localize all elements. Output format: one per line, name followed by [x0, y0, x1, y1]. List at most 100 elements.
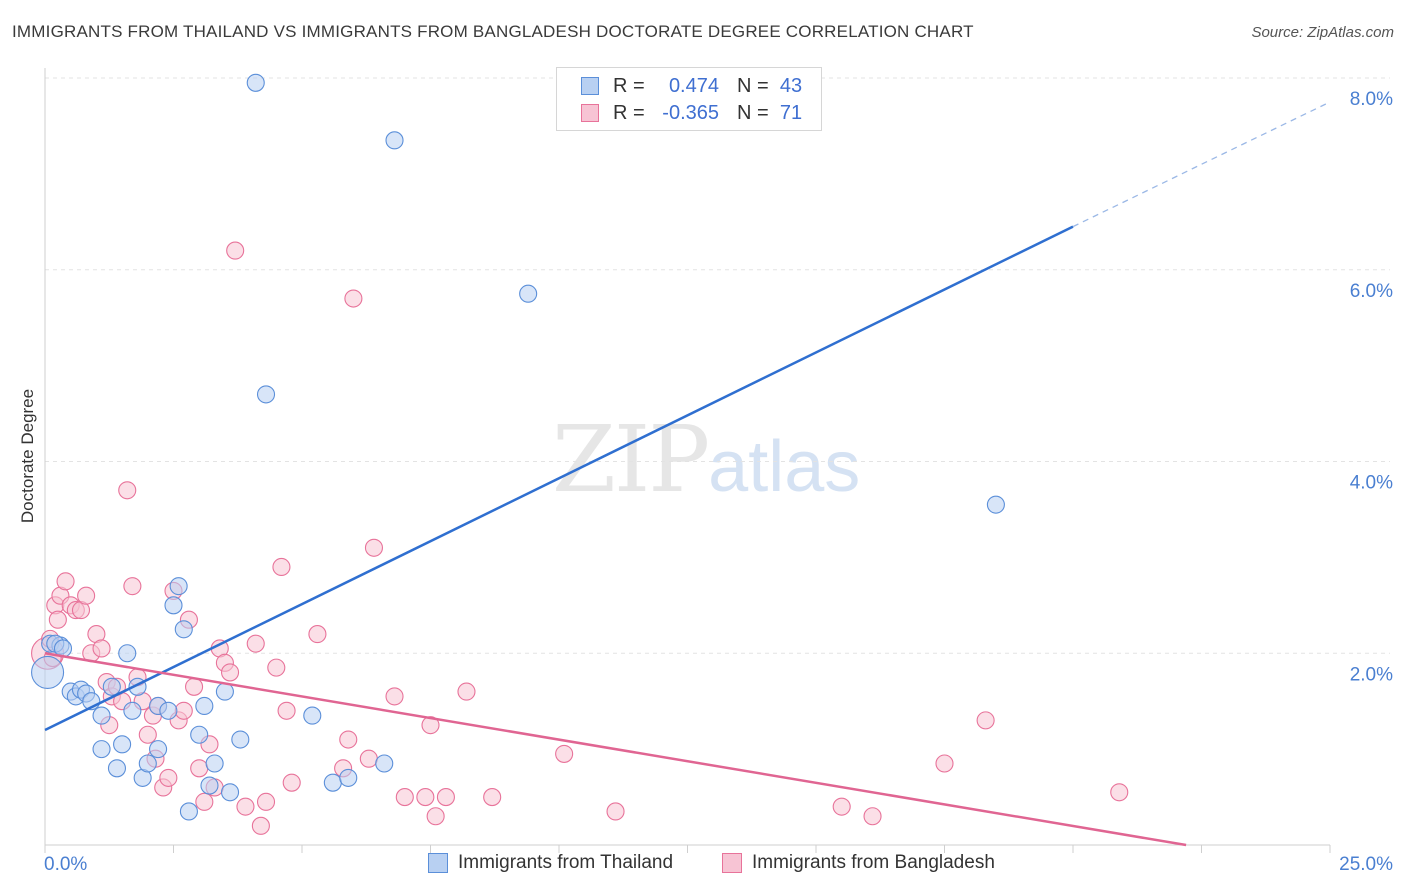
thailand-points [31, 73, 1005, 821]
bangladesh-point-40 [251, 816, 270, 835]
thailand-point-11 [113, 735, 132, 754]
thailand-legend-label: Immigrants from Thailand [458, 852, 674, 873]
thailand-point-18 [149, 740, 168, 759]
bangladesh-point-62 [863, 807, 882, 826]
thailand-point-39 [986, 495, 1005, 514]
bangladesh-point-60 [606, 802, 625, 821]
bangladesh-point-59 [555, 744, 574, 763]
thailand-point-36 [375, 754, 394, 773]
thailand-point-31 [246, 73, 265, 92]
bangladesh-point-58 [483, 788, 502, 807]
bangladesh-point-50 [364, 538, 384, 557]
watermark-zip: ZIP [552, 406, 710, 513]
thailand-point-27 [205, 754, 224, 773]
bangladesh-point-57 [457, 682, 476, 701]
bangladesh-point-63 [935, 754, 954, 773]
thailand-point-9 [102, 677, 121, 696]
correlation-legend: R = 0.474 N = 43 R = -0.365 N = 71 [556, 67, 822, 131]
thailand-r-value: 0.474 [668, 74, 719, 97]
bangladesh-point-17 [123, 577, 142, 596]
y-tick-label-2: 6.0% [1350, 281, 1393, 302]
axes [44, 68, 1331, 853]
thailand-point-38 [519, 284, 538, 303]
bangladesh-point-70 [277, 701, 296, 720]
thailand-point-21 [169, 577, 188, 596]
thailand-trend-line [44, 225, 1074, 732]
bangladesh-point-55 [426, 807, 445, 826]
series-legend: Immigrants from Thailand Immigrants from… [0, 850, 1406, 880]
trend-lines [44, 101, 1331, 847]
thailand-point-26 [200, 776, 219, 795]
thailand-point-34 [323, 773, 342, 792]
bangladesh-point-27 [174, 701, 193, 720]
thailand-trend-extension [1072, 101, 1331, 228]
thailand-point-24 [190, 725, 209, 744]
bangladesh-point-49 [359, 749, 378, 768]
thailand-point-35 [339, 768, 358, 787]
bangladesh-point-43 [272, 557, 291, 577]
thailand-legend-swatch [428, 853, 448, 873]
legend-item-bangladesh[interactable]: Immigrants from Bangladesh [722, 852, 995, 874]
bangladesh-point-37 [226, 241, 245, 260]
thailand-point-37 [385, 131, 404, 150]
bangladesh-point-44 [282, 773, 301, 792]
bangladesh-point-52 [395, 788, 414, 807]
bangladesh-points [31, 241, 1129, 835]
bangladesh-point-36 [220, 663, 240, 682]
bangladesh-point-39 [246, 634, 265, 653]
bangladesh-point-54 [421, 716, 440, 735]
legend-n-label: N = [737, 74, 769, 97]
legend-row-thailand: R = 0.474 N = 43 [581, 73, 811, 99]
bangladesh-point-38 [236, 797, 255, 816]
legend-n-label: N = [737, 101, 769, 124]
thailand-point-30 [231, 730, 250, 749]
grid-lines [45, 77, 1390, 654]
bangladesh-swatch [581, 104, 599, 122]
y-tick-label-3: 8.0% [1350, 89, 1393, 110]
bangladesh-point-61 [832, 797, 851, 816]
thailand-point-22 [174, 620, 193, 639]
thailand-swatch [581, 77, 599, 95]
bangladesh-legend-label: Immigrants from Bangladesh [752, 852, 995, 873]
thailand-point-12 [118, 644, 137, 663]
bangladesh-point-29 [185, 677, 204, 696]
thailand-point-42 [31, 655, 65, 689]
bangladesh-point-48 [344, 289, 363, 308]
bangladesh-trend-line [44, 652, 1187, 847]
thailand-point-8 [92, 740, 111, 759]
thailand-point-32 [256, 385, 276, 404]
legend-r-label: R = [613, 74, 645, 97]
thailand-point-25 [195, 696, 214, 716]
x-tick-label-max: 25.0% [1339, 854, 1393, 875]
thailand-n-value: 43 [779, 74, 803, 97]
thailand-point-16 [138, 754, 157, 773]
bangladesh-legend-swatch [722, 853, 742, 873]
bangladesh-point-20 [138, 725, 157, 744]
thailand-point-13 [123, 701, 142, 720]
bangladesh-r-value: -0.365 [662, 101, 719, 124]
thailand-point-29 [220, 783, 240, 802]
bangladesh-point-4 [56, 572, 75, 591]
bangladesh-point-45 [308, 625, 327, 644]
thailand-point-10 [107, 759, 127, 778]
bangladesh-point-41 [256, 792, 276, 811]
bangladesh-point-11 [92, 639, 111, 658]
y-tick-label-0: 2.0% [1350, 664, 1393, 685]
thailand-point-33 [303, 706, 322, 725]
thailand-point-19 [159, 701, 178, 720]
bangladesh-n-value: 71 [779, 101, 803, 124]
bangladesh-point-64 [976, 711, 995, 730]
bangladesh-point-65 [1110, 783, 1129, 802]
y-axis-label: Doctorate Degree [18, 388, 37, 524]
thailand-point-7 [92, 706, 111, 725]
legend-item-thailand[interactable]: Immigrants from Thailand [428, 852, 673, 874]
thailand-point-23 [179, 802, 198, 821]
bangladesh-point-8 [77, 586, 96, 605]
bangladesh-point-53 [416, 788, 435, 807]
chart-title: IMMIGRANTS FROM THAILAND VS IMMIGRANTS F… [12, 22, 974, 41]
legend-r-label: R = [613, 101, 645, 124]
bangladesh-point-47 [339, 730, 358, 749]
bangladesh-point-24 [159, 768, 178, 787]
x-tick-label-min: 0.0% [44, 854, 87, 875]
